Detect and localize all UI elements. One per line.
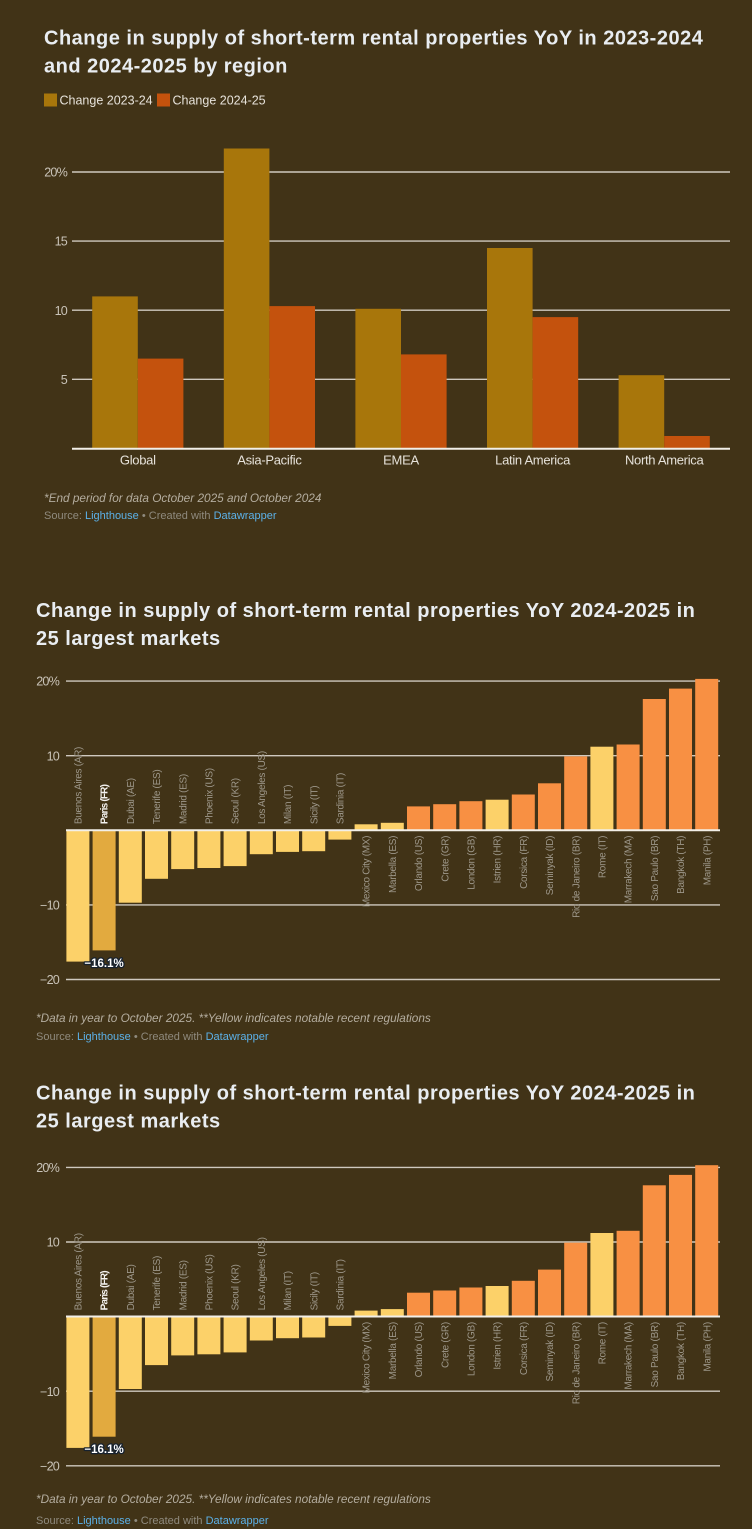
- svg-text:Buenos Aires (AR): Buenos Aires (AR): [74, 1233, 85, 1310]
- svg-text:Marrakech (MA): Marrakech (MA): [624, 1322, 635, 1389]
- svg-text:Madrid (ES): Madrid (ES): [178, 1260, 189, 1310]
- svg-text:Sao Paulo (BR): Sao Paulo (BR): [650, 836, 661, 901]
- svg-text:Seminyak (ID): Seminyak (ID): [545, 1322, 556, 1381]
- svg-text:20%: 20%: [36, 1161, 59, 1175]
- svg-text:Phoenix (US): Phoenix (US): [205, 768, 216, 824]
- svg-text:EMEA: EMEA: [383, 453, 419, 468]
- svg-text:Mexico City (MX): Mexico City (MX): [362, 836, 373, 907]
- svg-text:Paris (FR): Paris (FR): [100, 784, 111, 824]
- svg-text:Sao Paulo (BR): Sao Paulo (BR): [650, 1322, 661, 1387]
- svg-text:5: 5: [61, 373, 68, 387]
- svg-text:−20: −20: [40, 973, 60, 987]
- svg-text:−16.1%: −16.1%: [84, 958, 123, 970]
- svg-text:London (GB): London (GB): [467, 836, 478, 890]
- svg-text:Tenerife (ES): Tenerife (ES): [152, 770, 163, 824]
- svg-text:Paris (FR): Paris (FR): [100, 1271, 111, 1311]
- svg-text:−16.1%: −16.1%: [84, 1444, 123, 1456]
- svg-text:Buenos Aires (AR): Buenos Aires (AR): [74, 747, 85, 824]
- svg-text:−10: −10: [40, 1385, 60, 1399]
- svg-text:−20: −20: [40, 1459, 60, 1473]
- svg-text:Tenerife (ES): Tenerife (ES): [152, 1256, 163, 1310]
- svg-text:Mexico City (MX): Mexico City (MX): [362, 1322, 373, 1393]
- svg-text:20%: 20%: [44, 166, 67, 180]
- svg-text:Orlando (US): Orlando (US): [414, 836, 425, 891]
- svg-text:Change in supply of short-term: Change in supply of short-term rental pr…: [36, 600, 695, 622]
- svg-text:Dubai (AE): Dubai (AE): [126, 778, 137, 824]
- svg-text:Change in supply of short-term: Change in supply of short-term rental pr…: [44, 28, 704, 50]
- svg-text:Istrien (HR): Istrien (HR): [493, 1322, 504, 1370]
- svg-text:Global: Global: [120, 453, 156, 468]
- svg-text:Bangkok (TH): Bangkok (TH): [676, 1322, 687, 1380]
- svg-text:Source: Lighthouse • Created w: Source: Lighthouse • Created with Datawr…: [36, 1515, 269, 1527]
- svg-text:Change 2023-24: Change 2023-24: [60, 94, 153, 108]
- svg-text:Marrakech (MA): Marrakech (MA): [624, 836, 635, 903]
- svg-text:Rome (IT): Rome (IT): [598, 836, 609, 878]
- svg-text:Seoul (KR): Seoul (KR): [231, 778, 242, 824]
- svg-text:25 largest markets: 25 largest markets: [36, 628, 221, 650]
- svg-text:Istrien (HR): Istrien (HR): [493, 836, 504, 884]
- svg-text:Rome (IT): Rome (IT): [598, 1322, 609, 1364]
- svg-text:Source: Lighthouse • Created w: Source: Lighthouse • Created with Datawr…: [44, 510, 277, 522]
- svg-text:15: 15: [55, 235, 68, 249]
- svg-text:Latin America: Latin America: [495, 453, 571, 468]
- svg-text:Sicily (IT): Sicily (IT): [309, 1272, 320, 1310]
- svg-text:Marbella (ES): Marbella (ES): [388, 1322, 399, 1379]
- svg-text:Crete (GR): Crete (GR): [440, 836, 451, 882]
- svg-text:Seoul (KR): Seoul (KR): [231, 1264, 242, 1310]
- svg-text:Bangkok (TH): Bangkok (TH): [676, 836, 687, 894]
- svg-text:10: 10: [47, 749, 60, 763]
- svg-text:20%: 20%: [36, 675, 59, 689]
- svg-text:Sardinia (IT): Sardinia (IT): [336, 773, 347, 824]
- svg-text:London (GB): London (GB): [467, 1322, 478, 1376]
- svg-text:Milan (IT): Milan (IT): [283, 785, 294, 824]
- svg-text:Los Angeles (US): Los Angeles (US): [257, 1237, 268, 1310]
- svg-text:−10: −10: [40, 899, 60, 913]
- svg-text:Los Angeles (US): Los Angeles (US): [257, 751, 268, 824]
- svg-text:10: 10: [47, 1236, 60, 1250]
- svg-text:Orlando (US): Orlando (US): [414, 1322, 425, 1377]
- svg-text:Manila (PH): Manila (PH): [702, 836, 713, 886]
- svg-text:Sicily (IT): Sicily (IT): [309, 786, 320, 824]
- svg-text:*End period for data October 2: *End period for data October 2025 and Oc…: [44, 491, 322, 505]
- svg-text:Dubai (AE): Dubai (AE): [126, 1264, 137, 1310]
- svg-text:25 largest markets: 25 largest markets: [36, 1111, 221, 1133]
- svg-text:*Data in year to October 2025.: *Data in year to October 2025. **Yellow …: [36, 1011, 431, 1025]
- svg-text:Madrid (ES): Madrid (ES): [178, 774, 189, 824]
- svg-text:Manila (PH): Manila (PH): [702, 1322, 713, 1372]
- svg-text:and 2024-2025 by region: and 2024-2025 by region: [44, 56, 288, 78]
- svg-text:Rio de Janeiro (BR): Rio de Janeiro (BR): [571, 1322, 582, 1404]
- svg-text:Corsica (FR): Corsica (FR): [519, 836, 530, 889]
- svg-text:Phoenix (US): Phoenix (US): [205, 1255, 216, 1311]
- svg-text:Asia-Pacific: Asia-Pacific: [237, 453, 302, 468]
- svg-text:Sardinia (IT): Sardinia (IT): [336, 1259, 347, 1310]
- svg-text:Rio de Janeiro (BR): Rio de Janeiro (BR): [571, 836, 582, 918]
- svg-text:Change in supply of short-term: Change in supply of short-term rental pr…: [36, 1083, 695, 1105]
- svg-text:*Data in year to October 2025.: *Data in year to October 2025. **Yellow …: [36, 1492, 431, 1506]
- svg-text:Corsica (FR): Corsica (FR): [519, 1322, 530, 1375]
- svg-text:Source: Lighthouse • Created w: Source: Lighthouse • Created with Datawr…: [36, 1031, 269, 1043]
- svg-text:North America: North America: [625, 453, 705, 468]
- svg-text:10: 10: [55, 304, 68, 318]
- svg-text:Seminyak (ID): Seminyak (ID): [545, 836, 556, 895]
- svg-text:Milan (IT): Milan (IT): [283, 1271, 294, 1310]
- svg-text:Marbella (ES): Marbella (ES): [388, 836, 399, 893]
- svg-text:Crete (GR): Crete (GR): [440, 1322, 451, 1368]
- svg-text:Change 2024-25: Change 2024-25: [173, 94, 266, 108]
